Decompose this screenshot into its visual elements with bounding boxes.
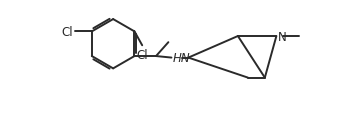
Text: N: N <box>278 30 287 43</box>
Text: HN: HN <box>173 52 190 65</box>
Text: Cl: Cl <box>136 48 148 61</box>
Text: Cl: Cl <box>62 26 73 39</box>
